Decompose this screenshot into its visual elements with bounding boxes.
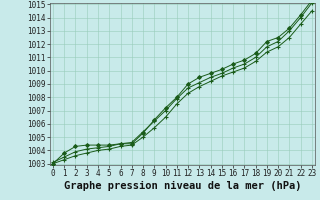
X-axis label: Graphe pression niveau de la mer (hPa): Graphe pression niveau de la mer (hPa) bbox=[64, 181, 301, 191]
